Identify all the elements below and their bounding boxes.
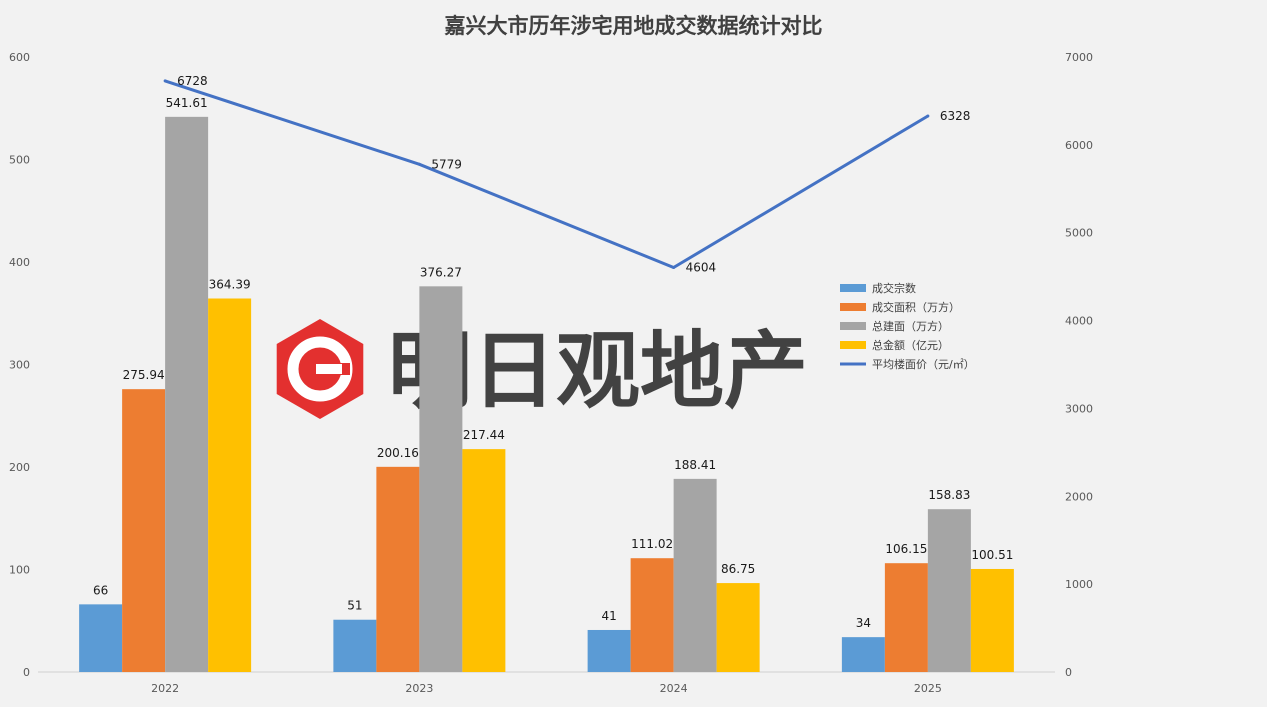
line-series-path xyxy=(164,79,929,269)
bar-data-label: 86.75 xyxy=(721,562,755,576)
y-left-tick-label: 600 xyxy=(9,51,30,64)
y-left-tick-label: 400 xyxy=(9,256,30,269)
y-right-tick-label: 5000 xyxy=(1065,227,1093,240)
y-right-tick-label: 0 xyxy=(1065,666,1072,679)
y-right-tick-label: 1000 xyxy=(1065,578,1093,591)
bar-data-label: 275.94 xyxy=(123,368,165,382)
bar-data-label: 66 xyxy=(93,583,108,597)
x-tick-label: 2023 xyxy=(405,682,433,695)
bar xyxy=(462,449,506,672)
legend-swatch xyxy=(840,322,866,330)
bar xyxy=(841,637,885,672)
bar xyxy=(630,558,674,672)
bar xyxy=(970,568,1014,672)
legend-label: 成交面积（万方） xyxy=(872,300,960,314)
legend-label: 成交宗数 xyxy=(872,281,916,295)
legend-label: 总金额（亿元） xyxy=(872,338,949,352)
legend-swatch xyxy=(840,341,866,349)
bar xyxy=(122,389,166,672)
bar xyxy=(419,286,463,672)
y-right-tick-label: 4000 xyxy=(1065,315,1093,328)
line-point xyxy=(417,162,421,166)
y-left-tick-label: 100 xyxy=(9,564,30,577)
line-point xyxy=(926,114,930,118)
y-right-tick-label: 7000 xyxy=(1065,51,1093,64)
line-data-label: 5779 xyxy=(431,157,462,171)
bar xyxy=(927,509,971,672)
line-data-label: 6728 xyxy=(177,74,208,88)
bar-data-label: 217.44 xyxy=(463,428,505,442)
bar-data-label: 541.61 xyxy=(166,96,208,110)
y-left-tick-label: 200 xyxy=(9,461,30,474)
y-left-tick-label: 0 xyxy=(23,666,30,679)
bar-data-label: 158.83 xyxy=(928,488,970,502)
bar-data-label: 111.02 xyxy=(631,537,673,551)
y-left-tick-label: 300 xyxy=(9,359,30,372)
legend-label: 总建面（万方） xyxy=(872,319,949,333)
y-right-tick-label: 2000 xyxy=(1065,490,1093,503)
bar-data-label: 51 xyxy=(347,599,362,613)
bar xyxy=(333,619,377,672)
legend-swatch xyxy=(840,284,866,292)
bar-data-label: 41 xyxy=(601,609,616,623)
watermark-logo-bar xyxy=(316,364,342,374)
line-data-label: 4604 xyxy=(686,261,717,275)
bar xyxy=(208,298,252,672)
y-right-tick-label: 6000 xyxy=(1065,139,1093,152)
bar-data-label: 200.16 xyxy=(377,446,419,460)
bar-data-label: 100.51 xyxy=(971,548,1013,562)
x-tick-label: 2024 xyxy=(660,682,688,695)
bar xyxy=(884,563,928,672)
bar-data-label: 376.27 xyxy=(420,265,462,279)
y-left-tick-label: 500 xyxy=(9,154,30,167)
bar xyxy=(165,116,209,673)
bar-data-label: 34 xyxy=(856,616,871,630)
line-data-label: 6328 xyxy=(940,109,971,123)
bar xyxy=(376,466,420,672)
line-point xyxy=(672,266,676,270)
x-tick-label: 2025 xyxy=(914,682,942,695)
bar-data-label: 364.39 xyxy=(209,278,251,292)
bar xyxy=(587,629,631,672)
bar xyxy=(79,604,123,672)
bar xyxy=(673,478,717,672)
legend-swatch xyxy=(840,303,866,311)
line-point xyxy=(163,79,167,83)
y-right-tick-label: 3000 xyxy=(1065,402,1093,415)
legend-label: 平均楼面价（元/㎡） xyxy=(872,357,975,371)
bar-data-label: 188.41 xyxy=(674,458,716,472)
x-tick-label: 2022 xyxy=(151,682,179,695)
chart-title: 嘉兴大市历年涉宅用地成交数据统计对比 xyxy=(444,14,823,38)
bar-data-label: 106.15 xyxy=(885,542,927,556)
bar xyxy=(716,583,760,672)
